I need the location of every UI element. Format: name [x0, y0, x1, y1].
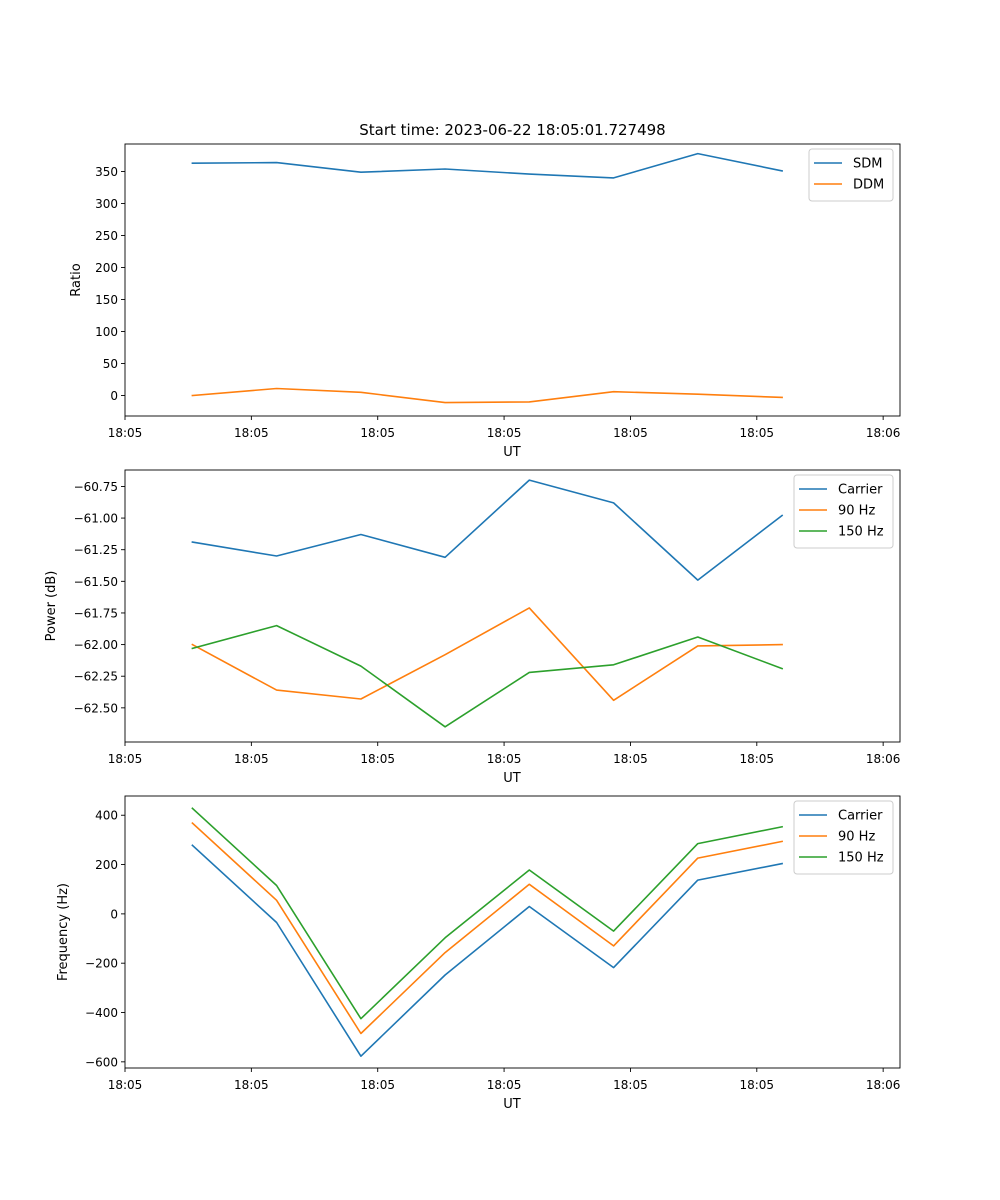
series-line-sdm	[191, 152, 784, 179]
x-tick-label: 18:05	[613, 1078, 648, 1092]
x-tick-label: 18:05	[613, 426, 648, 440]
series-line-90-hz	[191, 821, 784, 1035]
x-tick-label: 18:05	[613, 752, 648, 766]
axes-frame	[124, 795, 901, 1069]
y-tick-label: −61.75	[74, 606, 118, 620]
x-tick-label: 18:06	[866, 752, 901, 766]
y-tick-label: −61.00	[74, 512, 118, 526]
y-tick-label: −62.00	[74, 638, 118, 652]
y-tick-label: −62.50	[74, 701, 118, 715]
figure-title: Start time: 2023-06-22 18:05:01.727498	[359, 121, 665, 139]
series-line-ddm	[191, 387, 783, 404]
x-tick-label: 18:05	[108, 752, 143, 766]
y-tick-label: 0	[110, 389, 118, 403]
x-tick-label: 18:05	[739, 426, 774, 440]
y-tick-label: −200	[85, 957, 118, 971]
legend-label: SDM	[853, 157, 882, 172]
x-tick-label: 18:05	[234, 1078, 269, 1092]
chart-panel-3: 18:05 18:05 18:05 18:05 18:05 18:05 18:06 −600 −…	[56, 795, 901, 1112]
x-tick-label: 18:05	[487, 426, 522, 440]
y-tick-label: −600	[85, 1055, 118, 1069]
y-tick-label: −61.50	[74, 575, 118, 589]
series-line-90-hz	[191, 607, 783, 702]
chart-panel-2: 18:05 18:05 18:05 18:05 18:05 18:05 18:06 −62.5…	[44, 469, 901, 786]
y-tick-label: 350	[95, 165, 118, 179]
y-tick-label: −61.25	[74, 543, 118, 557]
axes-frame	[124, 469, 901, 743]
x-tick-label: 18:05	[108, 1078, 143, 1092]
x-axis-label: UT	[503, 771, 521, 786]
x-tick-label: 18:05	[234, 752, 269, 766]
series-line-150-hz	[191, 624, 784, 728]
y-tick-label: −62.25	[74, 670, 118, 684]
y-tick-label: 200	[95, 261, 118, 275]
x-tick-label: 18:05	[360, 426, 395, 440]
y-tick-label: 0	[110, 907, 118, 921]
axes-frame	[124, 143, 901, 417]
x-tick-label: 18:05	[234, 426, 269, 440]
x-tick-label: 18:06	[866, 426, 901, 440]
x-tick-label: 18:05	[739, 752, 774, 766]
x-tick-label: 18:05	[108, 426, 143, 440]
y-tick-label: 150	[95, 293, 118, 307]
y-axis-label: Power (dB)	[44, 571, 59, 642]
legend-label: DDM	[853, 178, 884, 193]
y-tick-label: 100	[95, 325, 118, 339]
series-line-carrier	[191, 479, 784, 581]
y-tick-label: 250	[95, 229, 118, 243]
x-axis-label: UT	[503, 445, 521, 460]
x-tick-label: 18:05	[360, 1078, 395, 1092]
series-line-carrier	[191, 844, 784, 1057]
y-tick-label: 200	[95, 858, 118, 872]
legend-box	[793, 474, 894, 549]
legend-box	[808, 148, 894, 202]
y-tick-label: 50	[103, 357, 118, 371]
legend: Carrier 90 Hz 150 Hz	[793, 474, 894, 549]
legend-label: 150 Hz	[838, 525, 884, 540]
series-line-150-hz	[191, 807, 784, 1020]
x-tick-label: 18:05	[487, 752, 522, 766]
legend-box	[793, 800, 894, 875]
y-axis-label: Ratio	[69, 263, 84, 296]
legend: SDM DDM	[808, 148, 894, 202]
x-tick-label: 18:05	[739, 1078, 774, 1092]
y-tick-label: −400	[85, 1006, 118, 1020]
y-tick-label: 300	[95, 197, 118, 211]
y-tick-label: −60.75	[74, 480, 118, 494]
y-axis-label: Frequency (Hz)	[56, 883, 71, 981]
legend-label: 90 Hz	[838, 504, 875, 519]
legend-label: 90 Hz	[838, 830, 875, 845]
legend-label: Carrier	[838, 483, 883, 498]
y-tick-label: 400	[95, 809, 118, 823]
x-axis-label: UT	[503, 1097, 521, 1112]
legend-label: Carrier	[838, 809, 883, 824]
chart-panel-1: 18:05 18:05 18:05 18:05 18:05 18:05 18:06 0 50 10…	[69, 143, 901, 460]
x-tick-label: 18:06	[866, 1078, 901, 1092]
legend-label: 150 Hz	[838, 851, 884, 866]
chart-panels: 18:05 18:05 18:05 18:05 18:05 18:05 18:06 0 50 10…	[44, 143, 901, 1112]
x-tick-label: 18:05	[487, 1078, 522, 1092]
legend: Carrier 90 Hz 150 Hz	[793, 800, 894, 875]
x-tick-label: 18:05	[360, 752, 395, 766]
